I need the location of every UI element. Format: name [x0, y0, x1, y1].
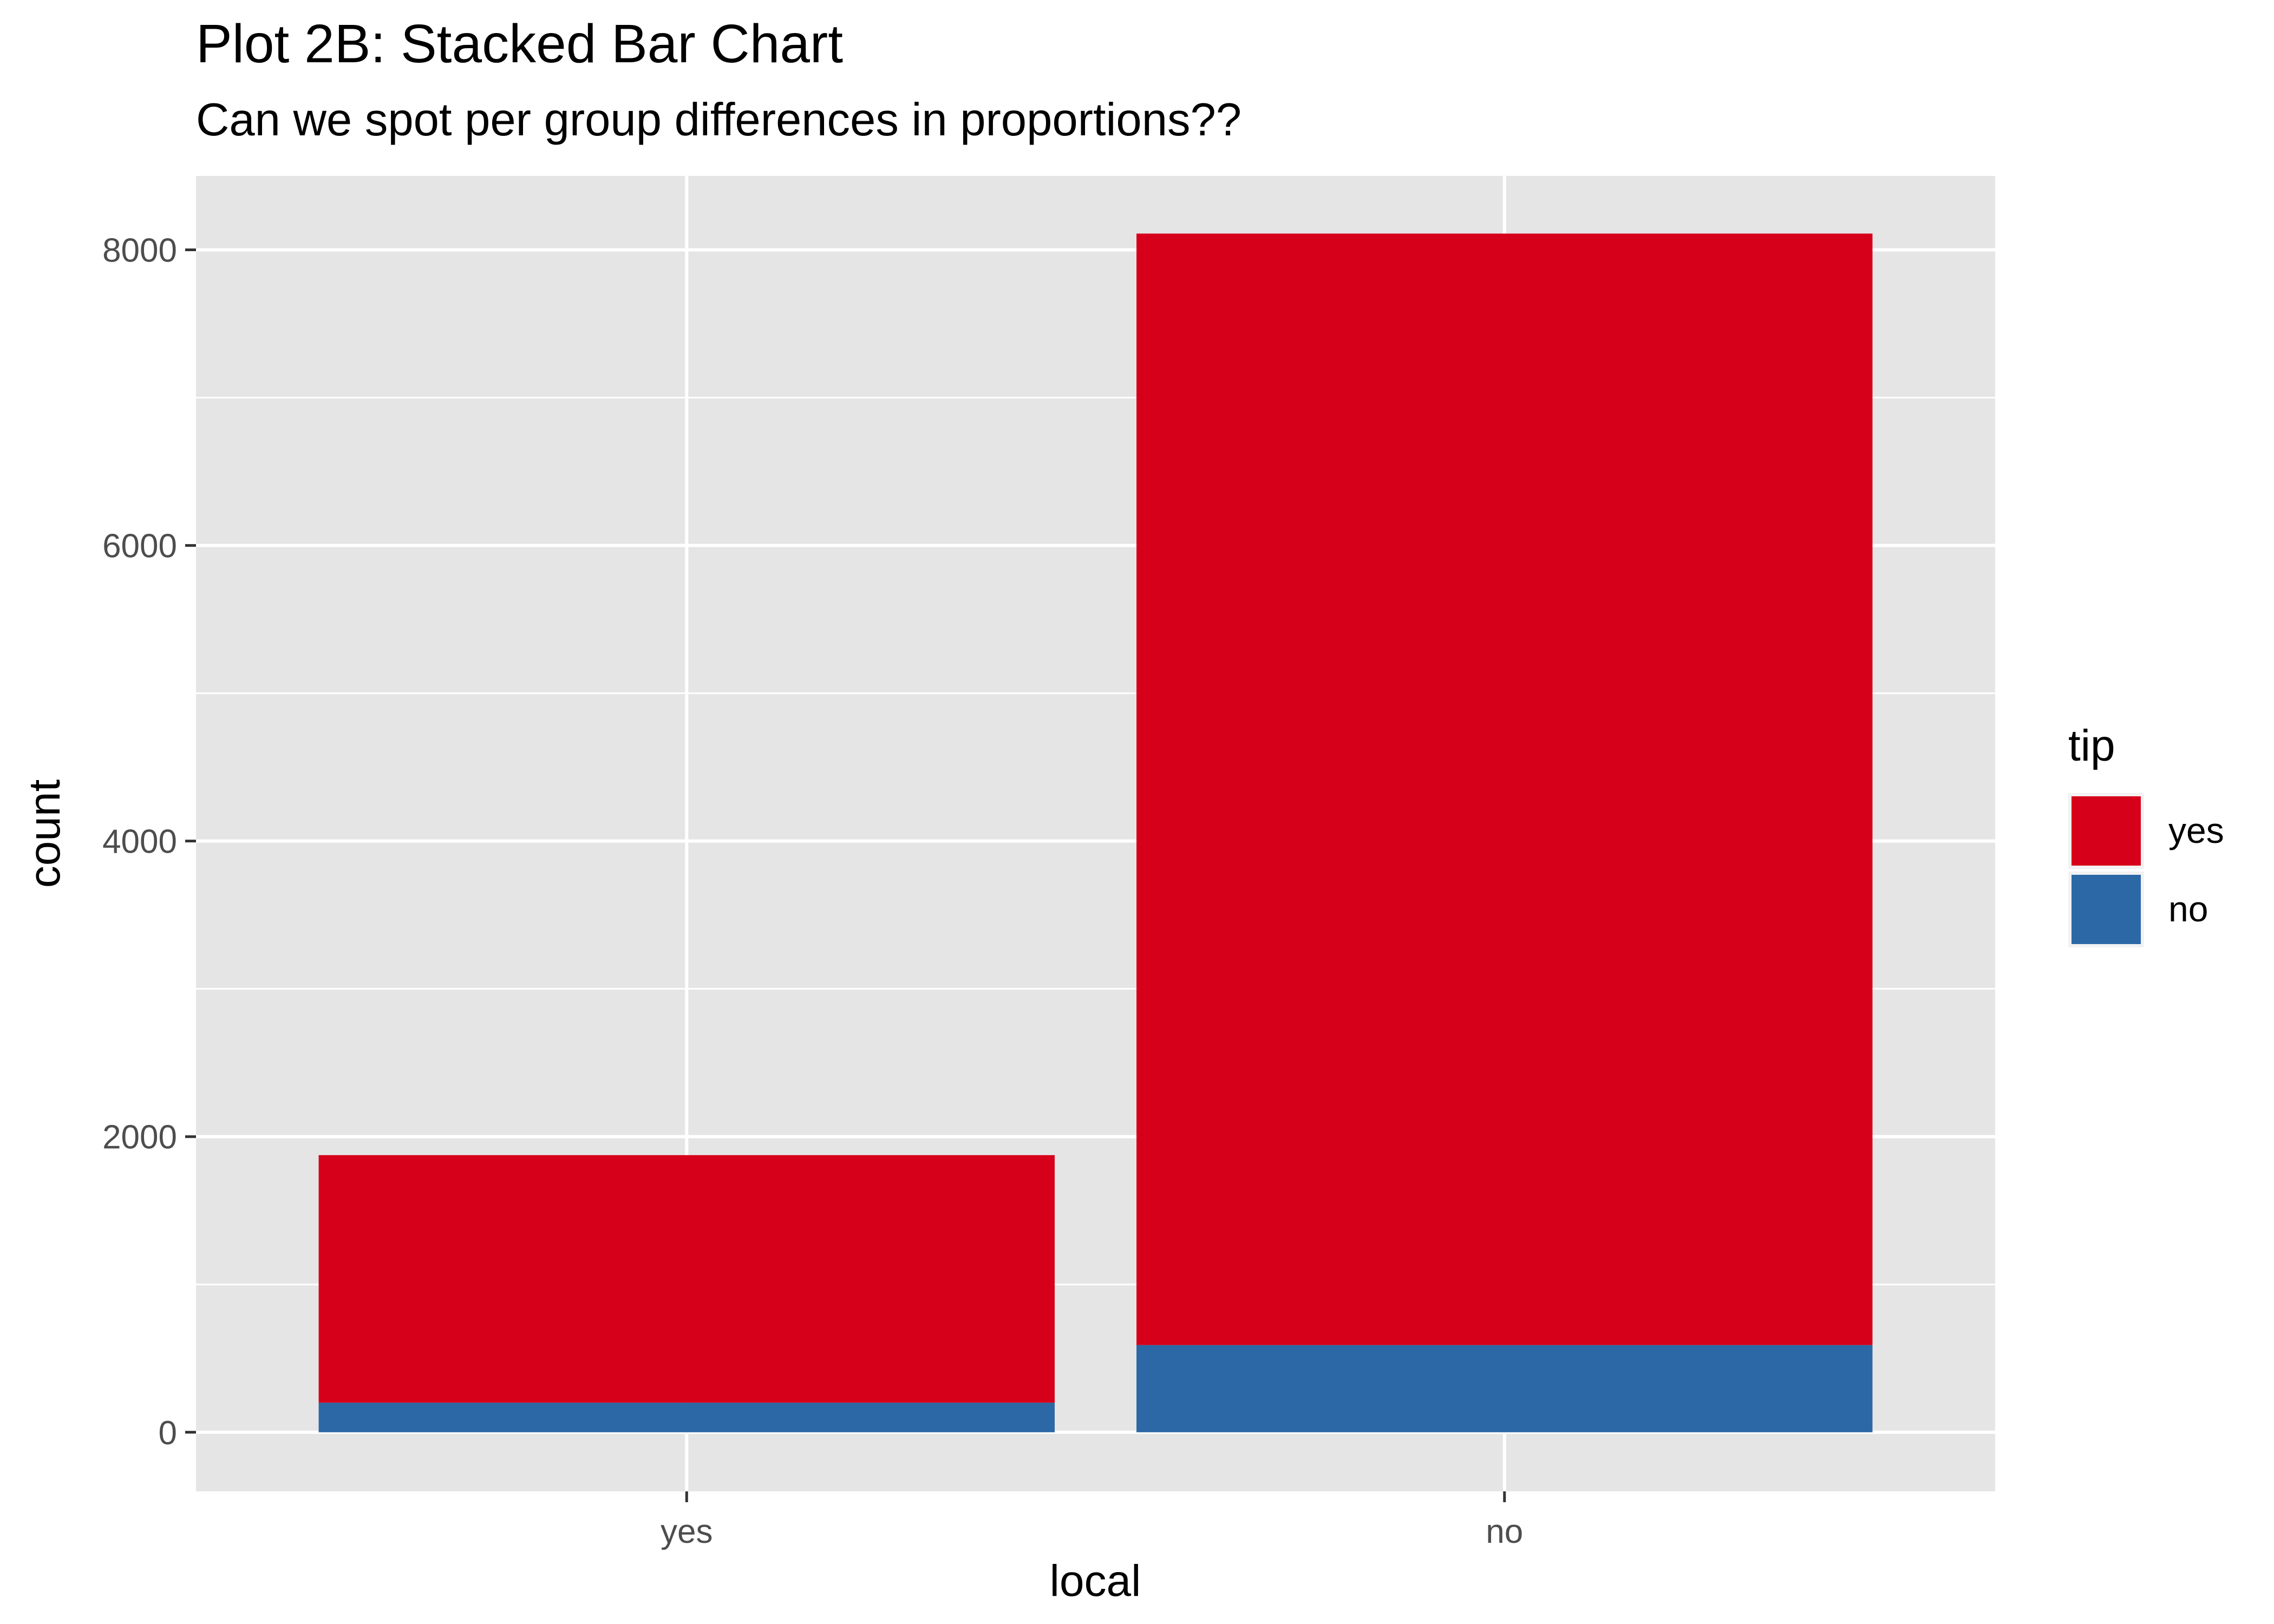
legend-entries: yes no	[2068, 793, 2224, 947]
chart-subtitle: Can we spot per group differences in pro…	[196, 94, 1241, 146]
legend-label-yes: yes	[2168, 810, 2224, 850]
bars	[318, 233, 1873, 1432]
legend-label-no: no	[2168, 889, 2208, 929]
x-axis: yes no	[661, 1491, 1523, 1550]
y-axis: 0 2000 4000 6000 8000	[102, 232, 196, 1452]
bar-yes-tip-yes	[318, 1155, 1055, 1403]
bar-yes-tip-no	[318, 1403, 1055, 1432]
legend: tip yes no	[2068, 721, 2224, 947]
y-tick-label: 2000	[102, 1119, 177, 1156]
y-tick-label: 8000	[102, 232, 177, 270]
x-tick-label: no	[1486, 1513, 1523, 1550]
x-axis-title: local	[1050, 1556, 1141, 1606]
chart-title: Plot 2B: Stacked Bar Chart	[196, 14, 843, 74]
y-tick-label: 0	[159, 1415, 177, 1452]
legend-title: tip	[2068, 721, 2115, 770]
legend-key-yes	[2072, 796, 2141, 866]
y-axis-title: count	[20, 779, 69, 888]
y-tick-label: 6000	[102, 528, 177, 565]
x-tick-label: yes	[661, 1513, 713, 1550]
bar-no-tip-yes	[1136, 233, 1873, 1345]
y-tick-label: 4000	[102, 823, 177, 861]
bar-no-tip-no	[1136, 1345, 1873, 1432]
legend-key-no	[2072, 875, 2141, 944]
